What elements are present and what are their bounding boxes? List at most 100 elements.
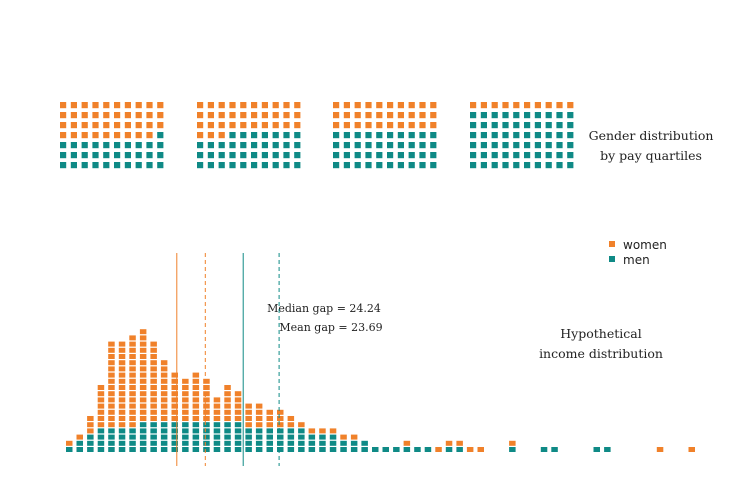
histogram-dot-women — [255, 409, 263, 415]
waffle-cell-men — [70, 152, 77, 159]
histogram-dot-men — [66, 447, 73, 452]
waffle-cell-men — [524, 112, 531, 119]
histogram-dot-men — [298, 447, 305, 452]
waffle-cell-men — [218, 152, 225, 159]
waffle-quartile-2 — [197, 102, 301, 169]
waffle-cell-women — [419, 112, 426, 119]
histogram-dot-women — [160, 416, 168, 421]
histogram-dot-men — [414, 447, 421, 452]
histogram-dot-women — [108, 422, 115, 428]
waffle-cell-men — [157, 162, 164, 169]
histogram-dot-men — [245, 428, 252, 434]
waffle-cell-women — [240, 102, 247, 109]
waffle-cell-women — [146, 112, 153, 119]
histogram-dot-women — [234, 409, 242, 415]
histogram-dot-women — [192, 372, 200, 378]
waffle-cell-men — [240, 162, 247, 169]
waffle-cell-men — [387, 152, 394, 159]
histogram-dot-women — [108, 354, 115, 359]
waffle-cell-men — [470, 122, 477, 129]
histogram-dot-women — [129, 397, 136, 403]
waffle-cell-women — [157, 112, 164, 119]
histogram-dot-women — [234, 403, 242, 409]
waffle-cell-men — [365, 152, 372, 159]
histogram-dot-men — [203, 422, 210, 428]
waffle-cell-women — [397, 122, 404, 129]
waffle-cell-men — [470, 152, 477, 159]
waffle-cell-women — [534, 102, 541, 109]
histogram-dot-women — [192, 403, 200, 409]
waffle-cell-women — [294, 102, 301, 109]
waffle-cell-women — [92, 102, 99, 109]
histogram-dot-women — [87, 428, 94, 434]
histogram-dot-women — [139, 397, 147, 403]
waffle-cell-men — [567, 142, 574, 149]
histogram-dot-women — [129, 416, 136, 421]
histogram-dot-women — [203, 391, 210, 397]
histogram-dot-women — [171, 409, 178, 415]
waffle-cell-women — [124, 132, 131, 139]
histogram-dot-men — [255, 440, 263, 446]
histogram-dot-women — [129, 366, 136, 372]
waffle-cell-women — [157, 122, 164, 129]
histogram-dot-women — [435, 447, 442, 452]
histogram-dot-men — [340, 447, 347, 452]
histogram-dot-men — [340, 440, 347, 446]
waffle-cell-women — [343, 122, 350, 129]
waffle-cell-women — [430, 102, 437, 109]
histogram-dot-women — [97, 397, 105, 403]
histogram-dot-women — [129, 385, 136, 390]
waffle-cell-women — [419, 102, 426, 109]
waffle-cell-men — [218, 162, 225, 169]
waffle-cell-men — [343, 152, 350, 159]
histogram-dot-women — [118, 360, 126, 366]
histogram-dot-women — [182, 397, 189, 403]
waffle-cell-women — [207, 102, 214, 109]
histogram-dot-women — [129, 403, 136, 409]
histogram-dot-women — [245, 403, 252, 409]
histogram-dot-women — [150, 354, 157, 359]
histogram-dot-women — [118, 366, 126, 372]
histogram-dot-men — [350, 447, 358, 452]
histogram-dot-women — [160, 391, 168, 397]
histogram-dot-women — [445, 440, 453, 446]
waffle-cell-women — [197, 102, 204, 109]
waffle-cell-men — [124, 142, 131, 149]
waffle-cell-men — [502, 142, 509, 149]
histogram-dot-men — [319, 440, 326, 446]
histogram-dot-men — [213, 447, 221, 452]
waffle-cell-women — [251, 112, 258, 119]
histogram-dot-men — [182, 440, 189, 446]
histogram-dot-men — [171, 428, 178, 434]
waffle-cell-men — [146, 152, 153, 159]
histogram-dot-women — [150, 409, 157, 415]
waffle-cell-men — [567, 152, 574, 159]
histogram-dot-men — [593, 447, 600, 452]
histogram-dot-women — [319, 428, 326, 434]
waffle-cell-women — [491, 102, 498, 109]
histogram-dot-men — [298, 428, 305, 434]
waffle-cell-men — [343, 132, 350, 139]
histogram-dot-men — [604, 447, 611, 452]
histogram-dot-women — [160, 360, 168, 366]
waffle-cell-men — [513, 152, 520, 159]
waffle-cell-men — [556, 122, 563, 129]
waffle-cell-men — [513, 112, 520, 119]
histogram-dot-men — [203, 447, 210, 452]
waffle-cell-women — [92, 132, 99, 139]
waffle-cell-women — [343, 102, 350, 109]
histogram-dot-women — [171, 378, 178, 384]
histogram-dot-men — [118, 447, 126, 452]
histogram-dot-women — [160, 409, 168, 415]
histogram-dot-men — [97, 434, 105, 440]
histogram-dot-women — [224, 409, 231, 415]
histogram-dot-women — [403, 440, 411, 446]
histogram-dot-men — [445, 447, 453, 452]
histogram-dot-men — [150, 440, 157, 446]
histogram-dot-women — [139, 403, 147, 409]
waffle-cell-men — [207, 162, 214, 169]
waffle-cell-men — [261, 142, 268, 149]
histogram-dot-women — [213, 409, 221, 415]
histogram-dot-women — [287, 416, 295, 421]
